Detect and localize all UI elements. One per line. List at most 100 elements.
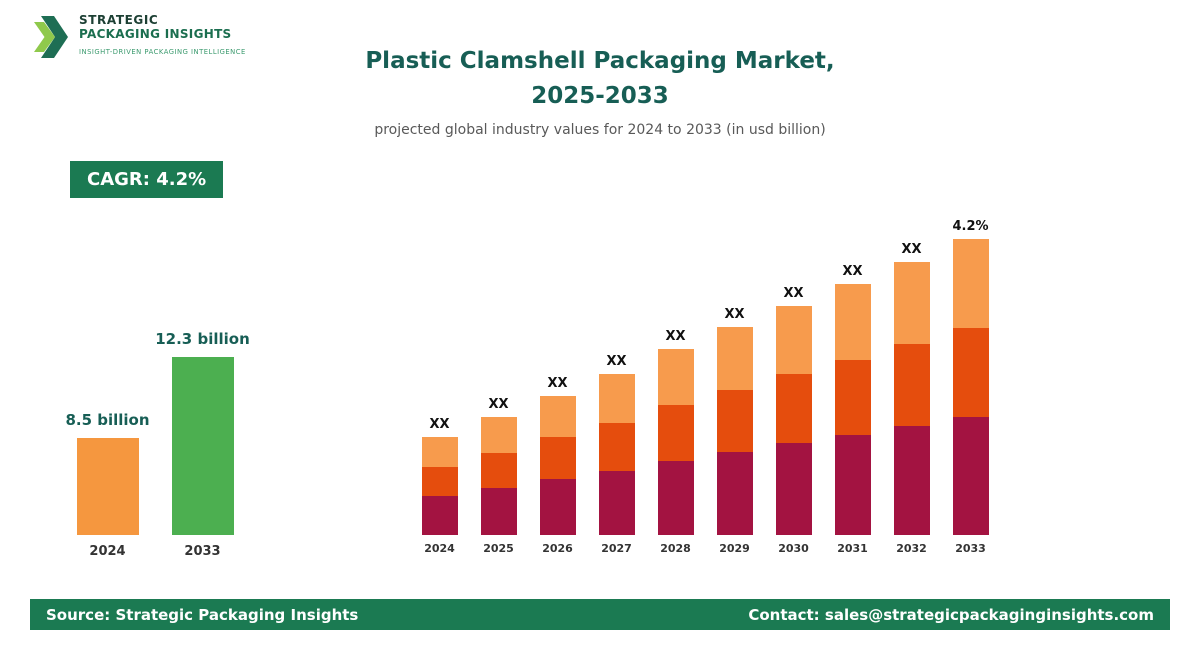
bar-value-label: 12.3 billion xyxy=(155,330,250,348)
stacked-chart-column-2030: XX 2030 xyxy=(764,195,823,555)
stacked-chart-column-2033: 4.2% 2033 xyxy=(941,195,1000,555)
bottom-segment xyxy=(716,452,753,535)
mini-bar-area: 8.5 billion xyxy=(65,300,150,535)
year-label: 2033 xyxy=(184,544,221,559)
bar-value-label: XX xyxy=(488,397,509,412)
stacked-chart-column-2025: XX 2025 xyxy=(469,195,528,555)
bottom-segment xyxy=(598,471,635,535)
bottom-segment xyxy=(480,488,517,535)
bottom-segment xyxy=(775,443,812,535)
stacked-bar-area: XX xyxy=(598,195,635,535)
footer-bar: Source: Strategic Packaging Insights Con… xyxy=(30,599,1170,630)
middle-segment xyxy=(834,360,871,435)
stacked-chart-column-2031: XX 2031 xyxy=(823,195,882,555)
bar-value-label: XX xyxy=(606,354,627,369)
middle-segment xyxy=(775,374,812,443)
footer-source: Source: Strategic Packaging Insights xyxy=(46,605,359,624)
stacked-chart-column-2032: XX 2032 xyxy=(882,195,941,555)
top-segment xyxy=(480,417,517,453)
stacked-bar-area: XX xyxy=(716,195,753,535)
stacked-bar-area: XX xyxy=(834,195,871,535)
top-segment xyxy=(421,437,458,467)
logo-line1: STRATEGIC xyxy=(79,13,159,27)
mini-chart-column-2033: 12.3 billion 2033 xyxy=(155,300,250,559)
mini-bar-area: 12.3 billion xyxy=(155,300,250,535)
bottom-segment xyxy=(834,435,871,535)
top-segment xyxy=(657,349,694,405)
stacked-bar-area: XX xyxy=(893,195,930,535)
bar-value-label: XX xyxy=(429,417,450,432)
year-label: 2025 xyxy=(483,542,514,555)
top-segment xyxy=(834,284,871,360)
logo-line2: PACKAGING INSIGHTS xyxy=(79,26,232,41)
year-label: 2031 xyxy=(837,542,868,555)
middle-segment xyxy=(598,423,635,471)
bar-value-label: 8.5 billion xyxy=(65,411,150,429)
stacked-bar-2024 xyxy=(421,437,458,535)
stacked-bar-area: XX xyxy=(539,195,576,535)
middle-segment xyxy=(421,467,458,496)
page-title-line1: Plastic Clamshell Packaging Market, xyxy=(365,48,835,74)
stacked-chart-column-2027: XX 2027 xyxy=(587,195,646,555)
bar-value-label: XX xyxy=(665,329,686,344)
middle-segment xyxy=(539,437,576,479)
page-subtitle: projected global industry values for 202… xyxy=(374,122,826,138)
bottom-segment xyxy=(421,496,458,535)
stacked-bar-2026 xyxy=(539,396,576,535)
stacked-chart-column-2024: XX 2024 xyxy=(410,195,469,555)
stacked-bar-2030 xyxy=(775,306,812,535)
stacked-bar-2025 xyxy=(480,417,517,535)
stacked-bar-area: XX xyxy=(657,195,694,535)
bottom-segment xyxy=(952,417,989,535)
year-label: 2032 xyxy=(896,542,927,555)
stacked-bar-2033 xyxy=(952,239,989,535)
stacked-bar-2028 xyxy=(657,349,694,535)
cagr-badge: CAGR: 4.2% xyxy=(70,161,224,198)
bottom-segment xyxy=(539,479,576,535)
bar-value-label: XX xyxy=(724,307,745,322)
top-segment xyxy=(598,374,635,423)
stacked-bar-2031 xyxy=(834,284,871,535)
stacked-bar-2032 xyxy=(893,262,930,535)
stacked-bar-area: 4.2% xyxy=(952,195,989,535)
stacked-bar-2027 xyxy=(598,374,635,535)
bar-value-label: XX xyxy=(547,376,568,391)
bottom-segment xyxy=(657,461,694,535)
year-label: 2029 xyxy=(719,542,750,555)
stacked-bar-area: XX xyxy=(775,195,812,535)
year-label: 2024 xyxy=(89,544,126,559)
chart-title-block: Plastic Clamshell Packaging Market, 2025… xyxy=(0,44,1200,138)
stacked-bar-area: XX xyxy=(480,195,517,535)
stacked-chart-column-2028: XX 2028 xyxy=(646,195,705,555)
top-segment xyxy=(893,262,930,344)
mini-bar-2033 xyxy=(171,357,234,535)
year-label: 2030 xyxy=(778,542,809,555)
page-title-line2: 2025-2033 xyxy=(531,83,669,109)
bottom-segment xyxy=(893,426,930,535)
top-segment xyxy=(952,239,989,328)
bar-value-label: XX xyxy=(842,264,863,279)
stacked-bar-chart: XX 2024 XX 2025 XX 2026 XX 2027 XX 2028 XX 2029 XX 20… xyxy=(410,195,1000,555)
comparison-bar-chart: 8.5 billion 2024 12.3 billion 2033 xyxy=(60,300,250,559)
middle-segment xyxy=(657,405,694,461)
middle-segment xyxy=(893,344,930,426)
top-segment xyxy=(539,396,576,437)
middle-segment xyxy=(952,328,989,417)
middle-segment xyxy=(716,390,753,452)
year-label: 2028 xyxy=(660,542,691,555)
bar-value-label: XX xyxy=(783,286,804,301)
chevron-logo-icon xyxy=(32,14,70,64)
top-segment xyxy=(775,306,812,374)
mini-bar-2024 xyxy=(76,438,139,535)
mini-chart-column-2024: 8.5 billion 2024 xyxy=(60,300,155,559)
stacked-chart-column-2029: XX 2029 xyxy=(705,195,764,555)
bar-value-label: 4.2% xyxy=(952,219,989,234)
brand-logo: STRATEGIC PACKAGING INSIGHTS INSIGHT-DRI… xyxy=(32,13,246,64)
top-segment xyxy=(716,327,753,390)
bar-value-label: XX xyxy=(901,242,922,257)
stacked-bar-2029 xyxy=(716,327,753,535)
middle-segment xyxy=(480,453,517,488)
stacked-chart-column-2026: XX 2026 xyxy=(528,195,587,555)
year-label: 2026 xyxy=(542,542,573,555)
